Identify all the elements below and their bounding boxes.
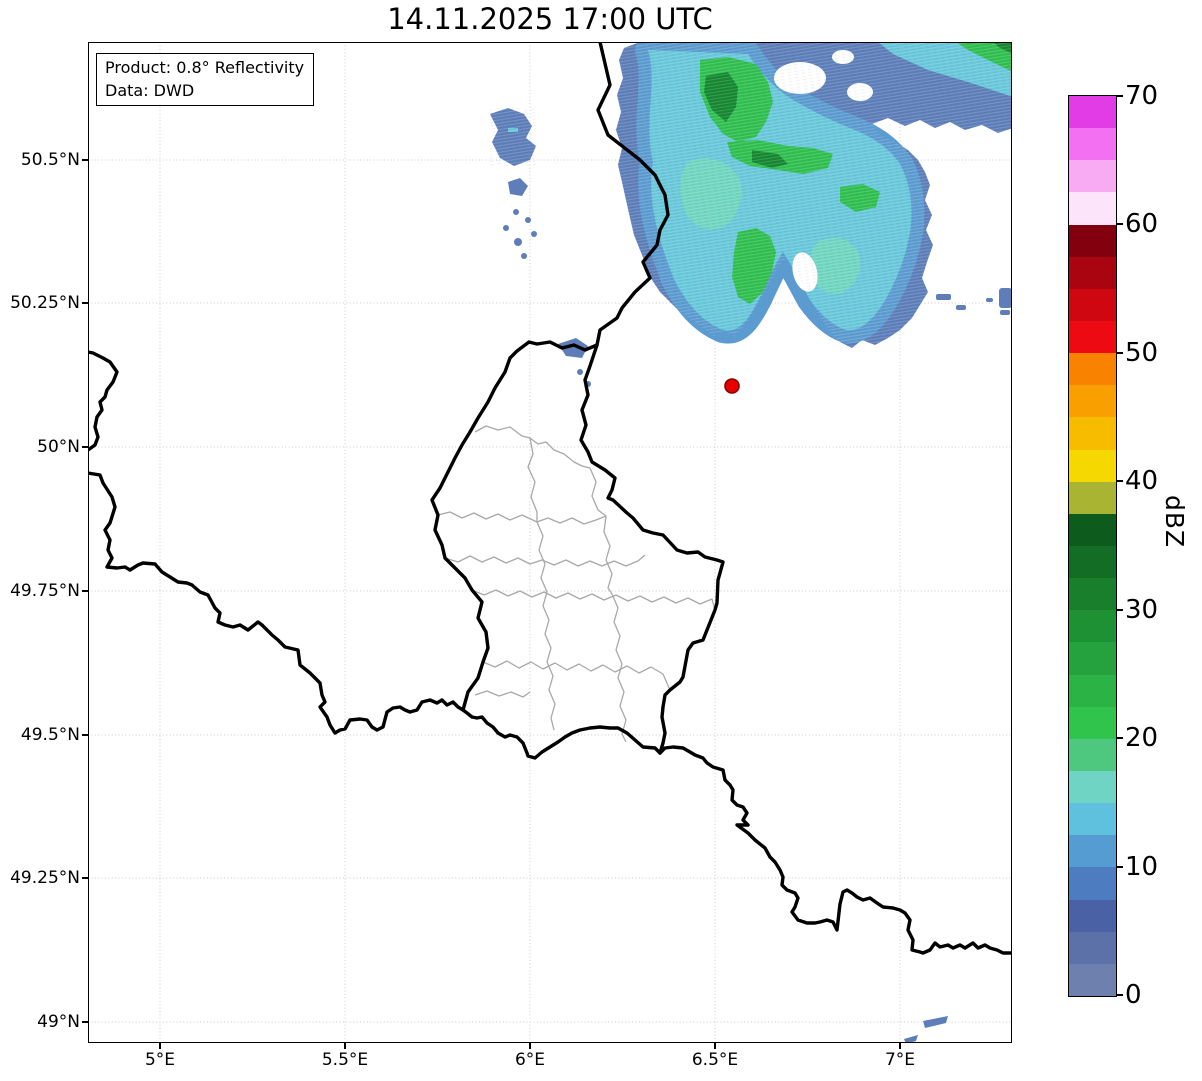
y-tickmark xyxy=(82,1021,88,1023)
cb-tick-label: 0 xyxy=(1125,980,1142,1010)
colorbar-segment xyxy=(1069,835,1116,868)
y-tickmark xyxy=(82,446,88,448)
x-tickmark xyxy=(529,1043,531,1049)
colorbar-segment xyxy=(1069,674,1116,707)
colorbar-segment xyxy=(1069,803,1116,836)
cb-tick-label: 50 xyxy=(1125,338,1159,368)
y-tickmark xyxy=(82,159,88,161)
y-tick-label: 50°N xyxy=(37,437,80,457)
figure-title: 14.11.2025 17:00 UTC xyxy=(387,2,713,36)
x-tickmark xyxy=(714,1043,716,1049)
plot-border xyxy=(88,42,1012,1043)
y-tick-label: 49.5°N xyxy=(20,725,80,745)
colorbar xyxy=(1068,95,1117,997)
station-marker xyxy=(724,378,740,394)
colorbar-segment xyxy=(1069,449,1116,482)
cb-tick-label: 10 xyxy=(1125,852,1159,882)
y-tick-label: 50.25°N xyxy=(10,293,80,313)
cb-tickmark xyxy=(1116,223,1123,225)
y-tick-label: 50.5°N xyxy=(20,150,80,170)
border-france-belgium-west xyxy=(88,350,119,452)
colorbar-segment xyxy=(1069,256,1116,289)
colorbar-axis-label: dBZ xyxy=(1160,495,1189,549)
colorbar-segment xyxy=(1069,224,1116,257)
country-borders xyxy=(88,42,1012,955)
border-france-belgium xyxy=(88,471,465,735)
border-france-germany xyxy=(658,745,1012,955)
colorbar-segment xyxy=(1069,353,1116,386)
colorbar-segment xyxy=(1069,192,1116,225)
colorbar-segment xyxy=(1069,417,1116,450)
y-tickmark xyxy=(82,877,88,879)
y-tickmark xyxy=(82,590,88,592)
cb-tick-label: 70 xyxy=(1125,81,1159,111)
y-tickmark xyxy=(82,734,88,736)
cb-tickmark xyxy=(1116,737,1123,739)
border-belgium-germany xyxy=(595,42,670,347)
colorbar-segment xyxy=(1069,867,1116,900)
cb-tick-label: 30 xyxy=(1125,595,1159,625)
cb-tickmark xyxy=(1116,95,1123,97)
cb-tick-label: 40 xyxy=(1125,466,1159,496)
annotation-product: Product: 0.8° Reflectivity xyxy=(105,58,305,77)
colorbar-segment xyxy=(1069,931,1116,964)
cb-tick-label: 20 xyxy=(1125,723,1159,753)
colorbar-segment xyxy=(1069,738,1116,771)
colorbar-segment xyxy=(1069,513,1116,546)
x-tickmark xyxy=(344,1043,346,1049)
district-borders xyxy=(437,425,716,743)
x-tickmark xyxy=(159,1043,161,1049)
cb-tick-label: 60 xyxy=(1125,209,1159,239)
x-tick-label: 5°E xyxy=(144,1050,176,1070)
cb-tickmark xyxy=(1116,994,1123,996)
colorbar-segment xyxy=(1069,96,1116,129)
colorbar-segment xyxy=(1069,288,1116,321)
colorbar-segment xyxy=(1069,320,1116,354)
cb-tickmark xyxy=(1116,866,1123,868)
y-tick-label: 49.25°N xyxy=(10,868,80,888)
x-tick-label: 6.5°E xyxy=(691,1050,739,1070)
annotation-box: Product: 0.8° Reflectivity Data: DWD xyxy=(96,53,314,107)
colorbar-segment xyxy=(1069,578,1116,611)
cb-tickmark xyxy=(1116,352,1123,354)
map-canvas xyxy=(88,42,1012,1043)
colorbar-segment xyxy=(1069,545,1116,579)
colorbar-segment xyxy=(1069,160,1116,193)
colorbar-segment xyxy=(1069,706,1116,739)
colorbar-segment xyxy=(1069,642,1116,675)
y-tickmark xyxy=(82,302,88,304)
annotation-source: Data: DWD xyxy=(105,80,195,100)
x-tick-label: 6°E xyxy=(514,1050,546,1070)
colorbar-segment xyxy=(1069,481,1116,514)
y-tick-label: 49.75°N xyxy=(10,581,80,601)
colorbar-segment xyxy=(1069,963,1116,996)
x-tick-label: 5.5°E xyxy=(321,1050,369,1070)
x-tickmark xyxy=(899,1043,901,1049)
colorbar-segment xyxy=(1069,128,1116,161)
colorbar-segment xyxy=(1069,899,1116,932)
border-luxembourg xyxy=(430,340,725,760)
colorbar-segment xyxy=(1069,385,1116,418)
colorbar-segment xyxy=(1069,610,1116,643)
colorbar-segment xyxy=(1069,770,1116,804)
y-tick-label: 49°N xyxy=(37,1012,80,1032)
cb-tickmark xyxy=(1116,609,1123,611)
x-tick-label: 7°E xyxy=(884,1050,916,1070)
cb-tickmark xyxy=(1116,480,1123,482)
